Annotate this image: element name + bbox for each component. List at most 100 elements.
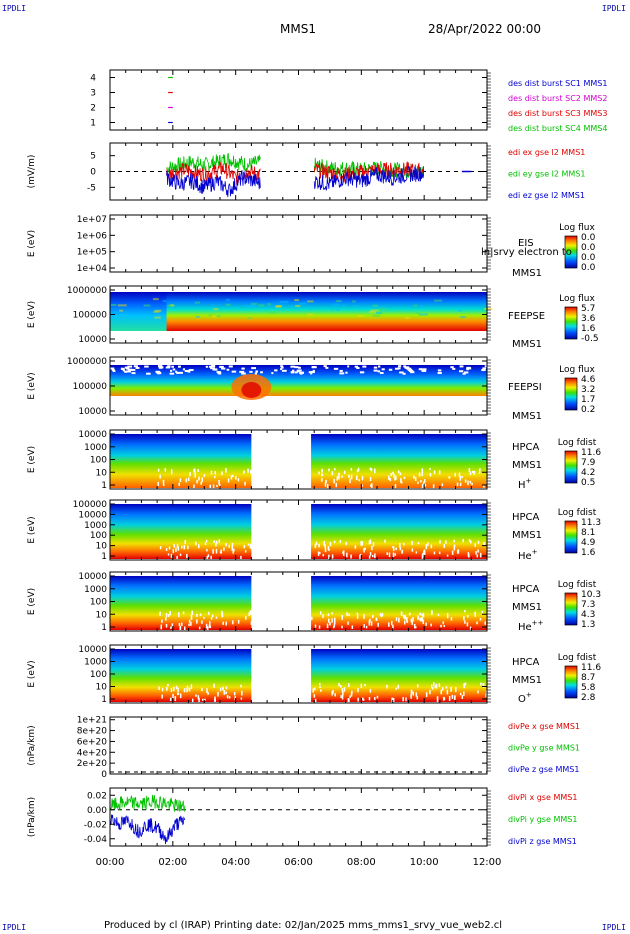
hpca-h-speckle [157,468,160,472]
efield-tick-label: 5 [90,152,96,162]
hpca-h-speckle [326,483,329,489]
hpca-o-speckle [343,687,346,692]
feepsi-speckle [356,366,360,369]
hpca-he2-speckle [463,616,465,621]
hpca-h-speckle [473,470,476,474]
hpca-he2-speckle [481,610,484,614]
hpca-h-speckle [420,480,422,483]
corner-label-bl: IPDLI [2,923,27,932]
hpca-he2-speckle [372,615,374,618]
hpca-o-speckle [241,690,243,696]
hpca-he-speckle [394,553,397,556]
hpca-o-species: O+ [518,691,532,705]
hpca-h-colorbar-tick: 4.2 [581,468,595,478]
hpca-o-speckle [442,687,444,691]
hpca-he-colorbar-label: Log fdist [558,508,597,518]
hpca-o-tick-label: 1 [101,695,107,705]
feepsi-speckle [298,366,301,369]
hpca-he-speckle [231,546,234,551]
hpca-he2-speckle [419,617,421,621]
hpca-h-speckle [336,476,339,481]
hpca-he2-colorbar-tick: 1.3 [581,620,595,630]
feepse-texture [295,304,301,307]
efield-series [166,170,261,198]
hpca-he-speckle [183,544,186,550]
hpca-h-speckle [193,484,195,490]
feepsi-speckle [254,372,258,375]
hpca-he2-speckle [341,625,343,629]
hpca-o-speckle [166,686,168,691]
feepse-texture [335,300,342,303]
hpca-h-speckle [318,471,320,475]
feepse-texture [341,304,346,307]
hpca-h-speckle [214,471,216,475]
feepse-texture [352,304,359,307]
feepsi-speckle [126,367,130,370]
hpca-he2-sc: MMS1 [512,602,542,613]
hpca-he-colorbar-tick: 4.9 [581,538,596,548]
hpca-he2-speckle [377,622,379,627]
feepse-texture [372,304,379,307]
divpi-legend: divPi z gse MMS1 [508,837,577,846]
eis-colorbar-tick: 0.0 [581,243,596,253]
availability-tick-label: 4 [90,74,96,84]
hpca-h-speckle [348,474,350,478]
hpca-he-speckle [184,540,187,545]
hpca-h-speckle [193,468,196,473]
hpca-he-speckle [399,543,401,548]
eis-colorbar-tick: 0.0 [581,233,596,243]
hpca-he-gap [251,500,312,560]
hpca-h-speckle [370,484,372,488]
hpca-h-speckle [194,472,196,478]
hpca-he-speckle [368,555,371,559]
hpca-h-speckle [478,469,481,474]
hpca-he2-tick-label: 1000 [84,585,107,595]
hpca-he2-speckle [250,621,253,625]
divpe-tick-label: 4e+20 [77,748,108,758]
hpca-he2-speckle [237,619,240,624]
hpca-he2-speckle [391,620,393,626]
feepse-colorbar-tick: 1.6 [581,324,596,334]
hpca-he2-speckle [446,613,449,619]
hpca-o-speckle [392,697,395,703]
hpca-he2-speckle [178,622,181,626]
hpca-he2-speckle [215,616,218,619]
hpca-he2-colorbar-label: Log fdist [558,580,597,590]
hpca-he2-speckle [333,623,336,628]
feepsi-speckle [130,368,136,371]
hpca-o-speckle [485,693,487,698]
eis-tick-label: 1e+06 [77,231,108,241]
feepsi-speckle [110,367,115,370]
efield-ylabel: (mV/m) [27,155,37,189]
divpi-series [109,814,186,845]
feepsi-hump-core [241,382,262,398]
hpca-he-tick-label: 1 [101,552,107,562]
hpca-he-speckle [423,550,426,555]
feepsi-speckle [241,367,245,370]
hpca-he2-speckle [201,620,203,624]
hpca-h-speckle [350,468,353,471]
divpe-tick-label: 8e+20 [77,727,108,737]
hpca-h-speckle [341,475,343,478]
hpca-h-speckle [468,468,471,472]
feepse-instrument: FEEPSE [508,311,545,322]
hpca-o-speckle [482,682,484,687]
hpca-he2-speckle [170,626,172,629]
feepse-texture [154,309,162,312]
feepsi-speckle [218,372,222,375]
hpca-h-speckle [424,483,426,487]
hpca-he-speckle [403,543,405,546]
hpca-h-speckle [324,482,327,487]
hpca-h-speckle [333,478,335,484]
hpca-o-speckle [429,689,431,695]
feepsi-speckle [178,365,181,368]
hpca-o-colorbar-tick: 5.8 [581,683,596,693]
eis-sc: MMS1 [512,268,542,279]
hpca-o-speckle [445,686,448,689]
hpca-o-speckle [442,696,445,701]
hpca-he2-speckle [363,624,365,628]
divpi-tick-label: -0.02 [84,820,107,830]
hpca-h-speckle [459,482,462,486]
hpca-he2-speckle [182,611,185,615]
hpca-he-colorbar [564,520,578,554]
